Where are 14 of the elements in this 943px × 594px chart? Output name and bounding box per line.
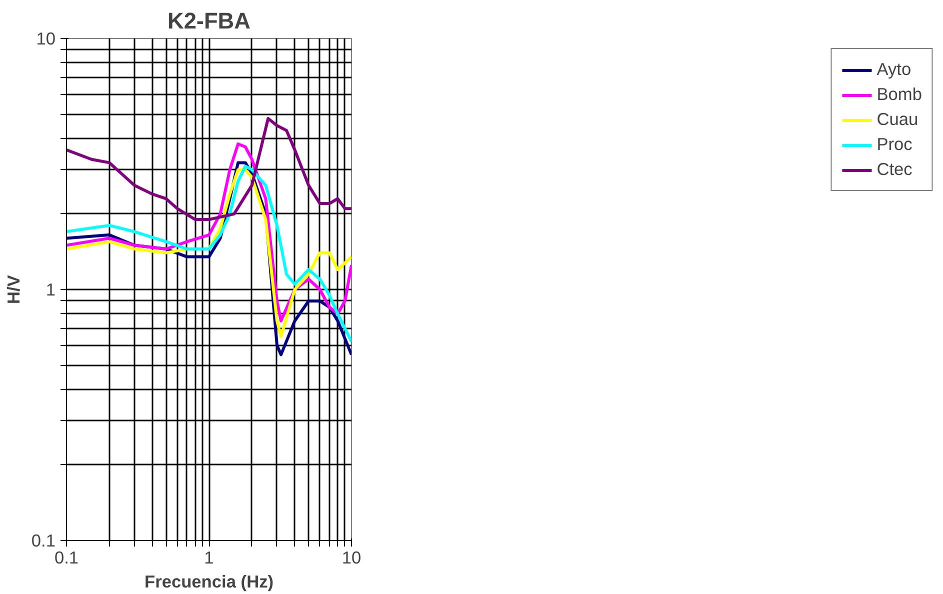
y-axis-title: H/V — [3, 274, 24, 304]
legend-label: Bomb — [876, 84, 922, 105]
x-tick-label: 10 — [342, 548, 362, 568]
legend-label: Cuau — [876, 109, 918, 130]
legend-label: Proc — [876, 134, 912, 155]
y-tick-label: 0.1 — [31, 530, 56, 550]
y-tick-label: 1 — [46, 280, 56, 300]
chart-title: K2-FBA — [167, 8, 251, 34]
y-tick-label: 10 — [36, 28, 56, 48]
x-axis-title: Frecuencia (Hz) — [144, 572, 274, 592]
legend-label: Ctec — [876, 159, 912, 180]
x-tick-label: 1 — [204, 548, 214, 568]
legend-label: Ayto — [876, 59, 912, 80]
x-tick-label: 0.1 — [54, 548, 79, 568]
